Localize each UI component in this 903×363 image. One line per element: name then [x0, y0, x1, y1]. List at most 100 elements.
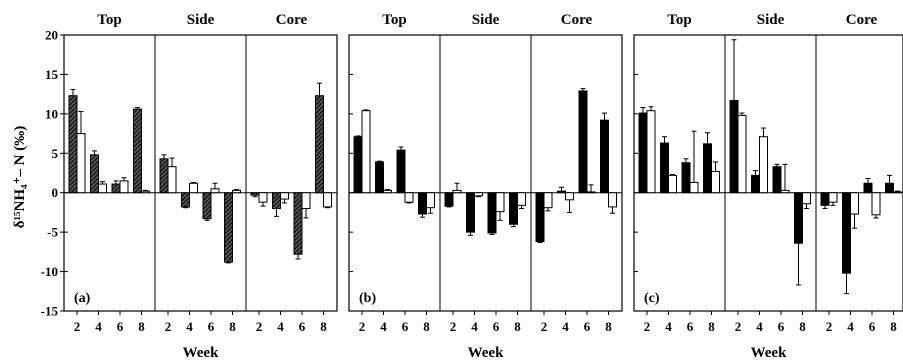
panel-2-bar — [535, 192, 545, 243]
panel-3-bar — [893, 191, 902, 194]
panel-1-x-tick-label: 2 — [74, 319, 81, 334]
panel-1-bar — [167, 166, 177, 194]
panel-1-bar — [272, 192, 281, 209]
panel-3-bar — [780, 189, 790, 194]
panel-2-bar — [375, 161, 384, 194]
panel-1-bar — [293, 192, 303, 255]
panel-3-x-tick-label: 8 — [890, 319, 897, 334]
panel-3-bar — [759, 136, 768, 194]
panel-1-bar — [159, 158, 169, 194]
panel-1-x-tick-label: 6 — [208, 319, 215, 334]
panel-2-bar — [495, 192, 505, 213]
panel-2-bar — [600, 119, 609, 194]
panel-2-bar — [487, 192, 497, 234]
panel-3-bar — [802, 192, 811, 205]
panel-3-frame — [633, 34, 903, 312]
panel-1-x-tick-label: 8 — [138, 319, 145, 334]
panel-1-x-tick-label: 4 — [186, 319, 193, 334]
panel-3-bar — [794, 192, 803, 244]
panel-2-bar — [466, 192, 475, 233]
y-tick-label: 15 — [45, 67, 59, 82]
panel-3-bar — [681, 162, 691, 194]
panel-3-bar — [850, 192, 859, 215]
panel-2-x-axis-label: Week — [468, 345, 504, 361]
panel-2-bar — [383, 189, 392, 194]
panel-2-x-tick-label: 8 — [605, 319, 612, 334]
panel-1-x-tick-label: 6 — [299, 319, 306, 334]
panel-1-bar — [250, 192, 260, 196]
panel-3-bar — [646, 110, 656, 194]
panel-1-bar — [119, 180, 129, 194]
panel-3-bar — [828, 192, 838, 203]
panel-1-bar — [68, 95, 78, 194]
group-label-core: Core — [561, 12, 593, 28]
panel-2-x-tick-label: 6 — [584, 319, 591, 334]
panel-2-x-tick-label: 6 — [493, 319, 500, 334]
panel-3-bar — [729, 99, 739, 194]
panel-1-bar — [232, 189, 241, 194]
panel-3-x-tick-label: 8 — [799, 319, 806, 334]
panel-2-bar — [517, 192, 526, 206]
panel-3-bar — [871, 192, 881, 216]
panel-3-x-tick-label: 6 — [869, 319, 876, 334]
panel-3-bar — [842, 192, 851, 274]
y-tick-label: -15 — [41, 304, 59, 319]
panel-2-label: (b) — [359, 291, 376, 306]
panel-3-bar — [820, 192, 830, 206]
panel-3-bar — [703, 143, 712, 194]
panel-2-bar — [426, 192, 435, 209]
panel-2-x-tick-label: 6 — [402, 319, 409, 334]
panel-1-label: (a) — [74, 291, 91, 306]
y-tick-label: 10 — [45, 106, 58, 121]
panel-3-bar — [660, 142, 669, 194]
panel-2-bar — [353, 136, 363, 194]
group-label-top: Top — [382, 12, 406, 28]
panel-1-bar — [280, 192, 289, 200]
panel-3-x-tick-label: 4 — [756, 319, 763, 334]
panel-2-bar — [586, 191, 596, 194]
panel-1-bar — [202, 192, 212, 220]
panel-1-bar — [301, 192, 311, 209]
panel-2-bar — [565, 192, 574, 201]
panel-3-bar — [885, 182, 894, 194]
group-label-core: Core — [276, 12, 308, 28]
panel-1-bar — [98, 183, 107, 194]
panel-1-bar — [323, 192, 332, 208]
panel-2-bar — [404, 192, 414, 203]
panel-3-x-tick-label: 2 — [644, 319, 651, 334]
panel-1-bar — [224, 192, 233, 263]
panel-3-bar — [737, 114, 747, 194]
group-label-side: Side — [187, 12, 215, 28]
panel-1-bar — [210, 188, 220, 194]
panel-2-bar — [578, 90, 588, 194]
panel-3-bar — [863, 182, 873, 194]
panel-2-bar — [418, 192, 427, 215]
panel-1-x-tick-label: 6 — [117, 319, 124, 334]
panel-2-bar — [396, 149, 406, 194]
panel-1-bar — [189, 182, 198, 194]
panel-1-bar — [315, 95, 324, 194]
panel-2-frame — [348, 34, 623, 312]
panel-2-bar — [557, 190, 566, 194]
panel-1-x-axis-label: Week — [183, 345, 219, 361]
panel-1-frame — [63, 34, 338, 312]
panel-3-bar — [638, 112, 648, 194]
panel-1-bar — [111, 183, 121, 194]
y-axis-label: δ¹⁵NH₄⁺– N (‰) — [12, 126, 28, 229]
y-tick-label: -10 — [41, 264, 58, 279]
panel-1-bar — [133, 108, 142, 194]
panel-2-x-tick-label: 8 — [514, 319, 521, 334]
panel-3-x-tick-label: 2 — [826, 319, 833, 334]
panel-2-x-tick-label: 2 — [450, 319, 457, 334]
panel-2-x-tick-label: 4 — [380, 319, 387, 334]
panel-2-bar — [543, 192, 553, 209]
panel-3-bar — [711, 170, 720, 194]
group-label-top: Top — [97, 12, 121, 28]
panel-2-x-tick-label: 4 — [471, 319, 478, 334]
panel-2-x-tick-label: 4 — [562, 319, 569, 334]
panel-2-bar — [361, 110, 371, 194]
group-label-side: Side — [472, 12, 500, 28]
group-label-side: Side — [757, 12, 785, 28]
